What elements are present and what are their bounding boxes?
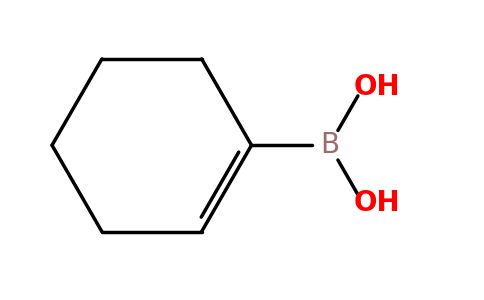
Text: B: B — [320, 131, 339, 159]
Text: OH: OH — [354, 190, 401, 218]
Text: OH: OH — [354, 73, 401, 101]
